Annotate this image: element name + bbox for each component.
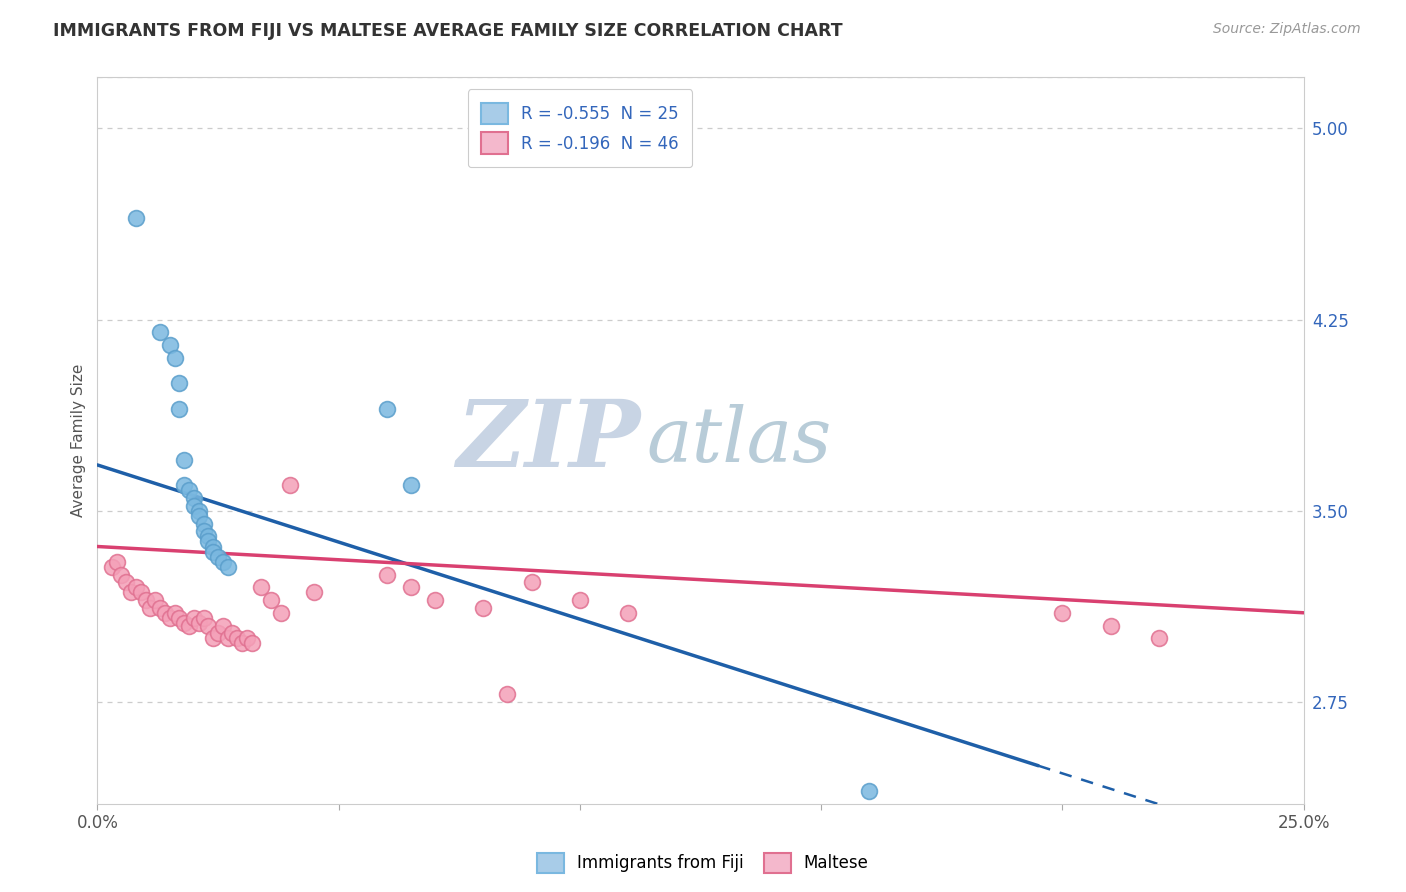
Point [520,575,543,590]
Point [149,600,172,615]
Point [177,483,200,498]
Point [173,453,195,467]
Point [193,516,215,531]
Point [153,606,176,620]
Y-axis label: Average Family Size: Average Family Size [72,364,86,517]
Point [110,567,132,582]
Point [125,211,148,225]
Point [149,326,172,340]
Point [472,600,495,615]
Point [250,580,273,594]
Point [105,555,128,569]
Point [231,636,253,650]
Point [115,575,138,590]
Point [143,593,166,607]
Point [217,560,239,574]
Point [197,534,219,549]
Point [375,567,398,582]
Point [187,504,209,518]
Point [125,580,148,594]
Point [1052,606,1074,620]
Point [217,632,239,646]
Point [236,632,259,646]
Point [202,540,225,554]
Point [120,585,142,599]
Point [169,376,191,391]
Point [159,611,181,625]
Point [207,626,229,640]
Point [139,600,162,615]
Point [280,478,302,492]
Point [193,524,215,539]
Point [399,478,422,492]
Point [858,784,880,798]
Legend: R = -0.555  N = 25, R = -0.196  N = 46: R = -0.555 N = 25, R = -0.196 N = 46 [468,89,692,167]
Point [423,593,446,607]
Point [163,606,186,620]
Point [173,615,195,630]
Text: atlas: atlas [647,404,831,478]
Point [193,611,215,625]
Point [375,401,398,416]
Point [202,544,225,558]
Point [270,606,292,620]
Point [304,585,326,599]
Point [169,611,191,625]
Point [1147,632,1170,646]
Point [568,593,591,607]
Point [240,636,263,650]
Point [183,499,205,513]
Point [496,687,519,701]
Point [226,632,249,646]
Point [135,593,157,607]
Point [197,618,219,632]
Point [187,508,209,523]
Point [1099,618,1122,632]
Text: ZIP: ZIP [456,396,640,486]
Point [163,351,186,365]
Point [617,606,640,620]
Point [183,491,205,505]
Text: Source: ZipAtlas.com: Source: ZipAtlas.com [1213,22,1361,37]
Point [399,580,422,594]
Point [177,618,200,632]
Point [211,618,233,632]
Point [197,529,219,543]
Point [169,401,191,416]
Point [173,478,195,492]
Point [221,626,243,640]
Point [187,615,209,630]
Point [159,338,181,352]
Point [183,611,205,625]
Point [260,593,283,607]
Point [207,549,229,564]
Text: IMMIGRANTS FROM FIJI VS MALTESE AVERAGE FAMILY SIZE CORRELATION CHART: IMMIGRANTS FROM FIJI VS MALTESE AVERAGE … [53,22,844,40]
Point [211,555,233,569]
Point [101,560,124,574]
Legend: Immigrants from Fiji, Maltese: Immigrants from Fiji, Maltese [530,847,876,880]
Point [129,585,152,599]
Point [202,632,225,646]
